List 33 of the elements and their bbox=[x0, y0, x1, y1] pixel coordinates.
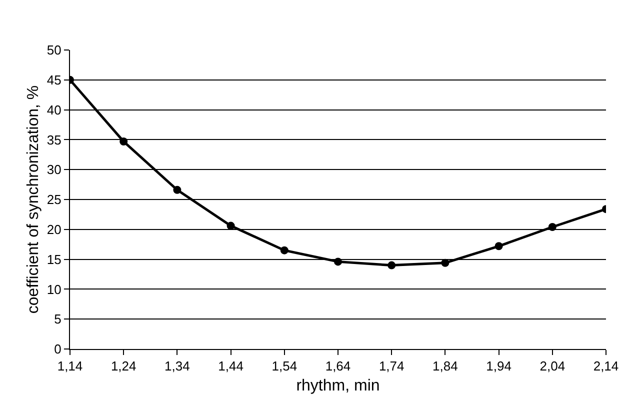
y-tick-label: 25 bbox=[46, 192, 62, 208]
y-tick-label: 30 bbox=[46, 162, 62, 178]
y-tick-label: 0 bbox=[54, 342, 62, 357]
x-tick-label: 1,14 bbox=[57, 358, 83, 374]
point bbox=[173, 186, 182, 194]
y-tick-label: 50 bbox=[46, 42, 62, 58]
x-tick-label: 1,94 bbox=[486, 358, 512, 374]
point bbox=[120, 137, 128, 146]
x-tick-label: 1,74 bbox=[378, 358, 404, 374]
point bbox=[441, 258, 450, 267]
y-tick-label: 40 bbox=[46, 102, 62, 118]
point bbox=[388, 261, 396, 270]
point bbox=[226, 222, 235, 230]
y-tick-label: 45 bbox=[46, 72, 62, 88]
y-tick-label: 20 bbox=[46, 222, 62, 237]
x-tick-label: 1,54 bbox=[272, 358, 298, 374]
y-tick-label: 15 bbox=[46, 252, 62, 267]
y-tick-label: 35 bbox=[46, 132, 62, 148]
x-tick-label: 2,04 bbox=[540, 358, 566, 374]
x-axis-title: rhythm, min bbox=[296, 377, 380, 394]
point bbox=[548, 223, 556, 232]
point bbox=[334, 258, 342, 266]
y-tick-label: 5 bbox=[54, 312, 62, 327]
x-tick-label: 1,64 bbox=[325, 358, 351, 374]
point bbox=[280, 246, 288, 254]
x-tick-label: 2,14 bbox=[593, 358, 619, 374]
y-tick-label: 10 bbox=[46, 282, 62, 297]
x-tick-label: 1,24 bbox=[110, 358, 136, 374]
x-tick-label: 1,34 bbox=[164, 358, 190, 374]
point bbox=[494, 242, 503, 250]
y-axis-title: coefficient of synchronization, % bbox=[24, 85, 42, 314]
x-tick-label: 1,84 bbox=[432, 358, 458, 374]
x-tick-label: 1,44 bbox=[218, 358, 244, 374]
